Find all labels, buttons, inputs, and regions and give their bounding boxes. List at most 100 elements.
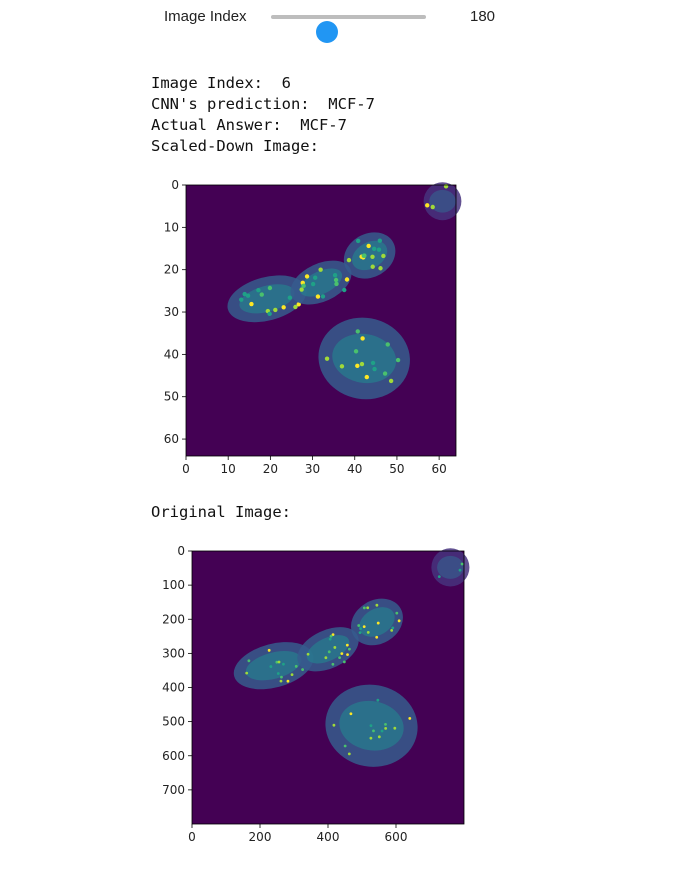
bright-spot [280, 676, 283, 679]
x-tick-label: 400 [317, 830, 340, 844]
original-image-plot: 0 200 400 600 0 100 200 300 400 500 600 700 [150, 542, 480, 852]
scaled-down-image-plot: 0 10 20 30 40 50 60 0 10 20 30 40 50 60 [150, 176, 480, 481]
y-tick-label: 10 [164, 220, 179, 234]
bright-spot [338, 656, 341, 659]
bright-spot [431, 205, 435, 209]
y-tick-label: 0 [171, 178, 179, 192]
output-prediction: CNN's prediction: MCF-7 [151, 94, 375, 115]
bright-spot [340, 364, 344, 368]
y-tick-label: 600 [162, 749, 185, 763]
original-image-title: Original Image: [151, 502, 291, 523]
bright-spot [390, 629, 393, 632]
bright-spot [384, 723, 387, 726]
bright-spot [260, 292, 264, 296]
bright-spot [307, 653, 310, 656]
bright-spot [277, 672, 280, 675]
bright-spot [360, 336, 364, 340]
bright-spot [299, 287, 303, 291]
x-tick-label: 40 [347, 462, 362, 476]
bright-spot [378, 735, 381, 738]
bright-spot [396, 358, 400, 362]
bright-spot [425, 203, 429, 207]
bright-spot [239, 297, 243, 301]
bright-spot [301, 668, 304, 671]
y-tick-label: 50 [164, 390, 179, 404]
bright-spot [372, 729, 375, 732]
bright-spot [278, 661, 281, 664]
bright-spot [363, 606, 366, 609]
y-tick-label: 20 [164, 263, 179, 277]
bright-spot [371, 265, 375, 269]
bright-spot [282, 663, 285, 666]
bright-spot [334, 282, 338, 286]
bright-spot [334, 278, 338, 282]
output-scaled-title: Scaled-Down Image: [151, 136, 375, 157]
bright-spot [356, 329, 360, 333]
bright-spot [268, 286, 272, 290]
x-tick-label: 0 [182, 462, 190, 476]
bright-spot [378, 238, 382, 242]
bright-spot [356, 239, 360, 243]
bright-spot [330, 635, 333, 638]
y-tick-label: 40 [164, 347, 179, 361]
bright-spot [357, 624, 360, 627]
bright-spot [245, 672, 248, 675]
y-tick-label: 0 [177, 544, 185, 558]
bright-spot [370, 255, 374, 259]
x-tick-label: 50 [389, 462, 404, 476]
bright-spot [346, 653, 349, 656]
bright-spot [291, 673, 294, 676]
bright-spot [363, 625, 366, 628]
y-tick-label: 30 [164, 305, 179, 319]
y-tick-label: 500 [162, 715, 185, 729]
bright-spot [372, 367, 376, 371]
x-tick-label: 10 [221, 462, 236, 476]
y-tick-label: 700 [162, 783, 185, 797]
bright-spot [273, 308, 277, 312]
output-actual-answer: Actual Answer: MCF-7 [151, 115, 375, 136]
bright-spot [386, 342, 390, 346]
slider-label: Image Index [164, 8, 247, 25]
slider-thumb[interactable] [316, 21, 338, 43]
bright-spot [343, 660, 346, 663]
bright-spot [313, 275, 317, 279]
output-text: Image Index: 6 CNN's prediction: MCF-7 Act… [151, 73, 375, 157]
bright-spot [287, 680, 290, 683]
bright-spot [362, 254, 366, 258]
bright-spot [367, 631, 370, 634]
bright-spot [383, 371, 387, 375]
bright-spot [247, 659, 250, 662]
bright-spot [350, 712, 353, 715]
bright-spot [395, 612, 398, 615]
bright-spot [366, 606, 369, 609]
bright-spot [333, 273, 337, 277]
bright-spot [295, 665, 298, 668]
image-background [192, 551, 464, 824]
bright-spot [381, 730, 384, 733]
bright-spot [391, 626, 394, 629]
bright-spot [344, 745, 347, 748]
bright-spot [365, 375, 369, 379]
bright-spot [398, 619, 401, 622]
bright-spot [316, 294, 320, 298]
image-area [186, 182, 461, 456]
y-tick-label: 200 [162, 612, 185, 626]
bright-spot [359, 627, 362, 630]
x-tick-label: 20 [263, 462, 278, 476]
bright-spot [375, 636, 378, 639]
bright-spot [269, 665, 272, 668]
bright-spot [378, 266, 382, 270]
bright-spot [333, 724, 336, 727]
bright-spot [377, 248, 381, 252]
bright-spot [321, 294, 325, 298]
slider-value: 180 [470, 8, 495, 25]
bright-spot [369, 737, 372, 740]
y-tick-label: 60 [164, 432, 179, 446]
bright-spot [324, 656, 327, 659]
slider-track[interactable] [271, 15, 426, 19]
y-tick-label: 100 [162, 578, 185, 592]
x-tick-label: 0 [188, 830, 196, 844]
bright-spot [268, 649, 271, 652]
bright-spot [256, 288, 260, 292]
bright-spot [280, 680, 283, 683]
